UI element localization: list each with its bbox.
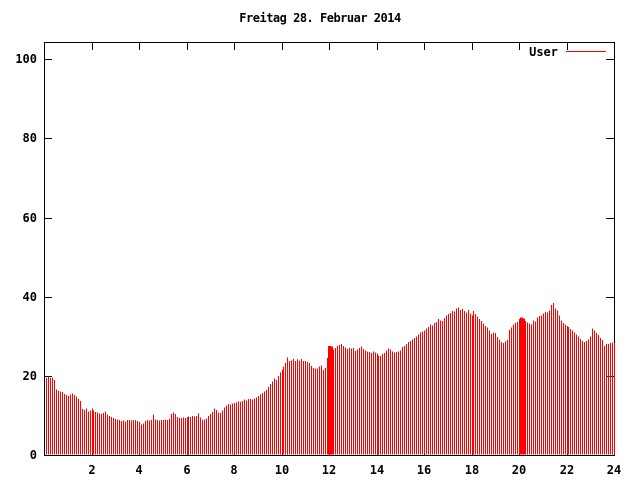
x-tick-label: 24 — [607, 463, 621, 477]
y-tick-label: 40 — [23, 290, 37, 304]
legend-label: User — [529, 45, 558, 59]
y-tick-label: 60 — [23, 211, 37, 225]
x-tick-label: 10 — [275, 463, 289, 477]
x-tick-label: 12 — [322, 463, 336, 477]
y-tick-label: 80 — [23, 131, 37, 145]
chart-title: Freitag 28. Februar 2014 — [239, 11, 401, 25]
y-tick-label: 0 — [30, 448, 37, 462]
x-tick-label: 18 — [465, 463, 479, 477]
y-tick-label: 20 — [23, 369, 37, 383]
x-tick-label: 4 — [135, 463, 142, 477]
x-tick-label: 8 — [230, 463, 237, 477]
x-tick-label: 6 — [183, 463, 190, 477]
data-bars — [46, 303, 615, 455]
x-tick-label: 2 — [88, 463, 95, 477]
legend: User — [529, 45, 606, 59]
y-tick-label: 100 — [15, 52, 37, 66]
x-tick-label: 16 — [417, 463, 431, 477]
x-tick-label: 20 — [512, 463, 526, 477]
x-tick-label: 14 — [370, 463, 384, 477]
x-tick-label: 22 — [560, 463, 574, 477]
